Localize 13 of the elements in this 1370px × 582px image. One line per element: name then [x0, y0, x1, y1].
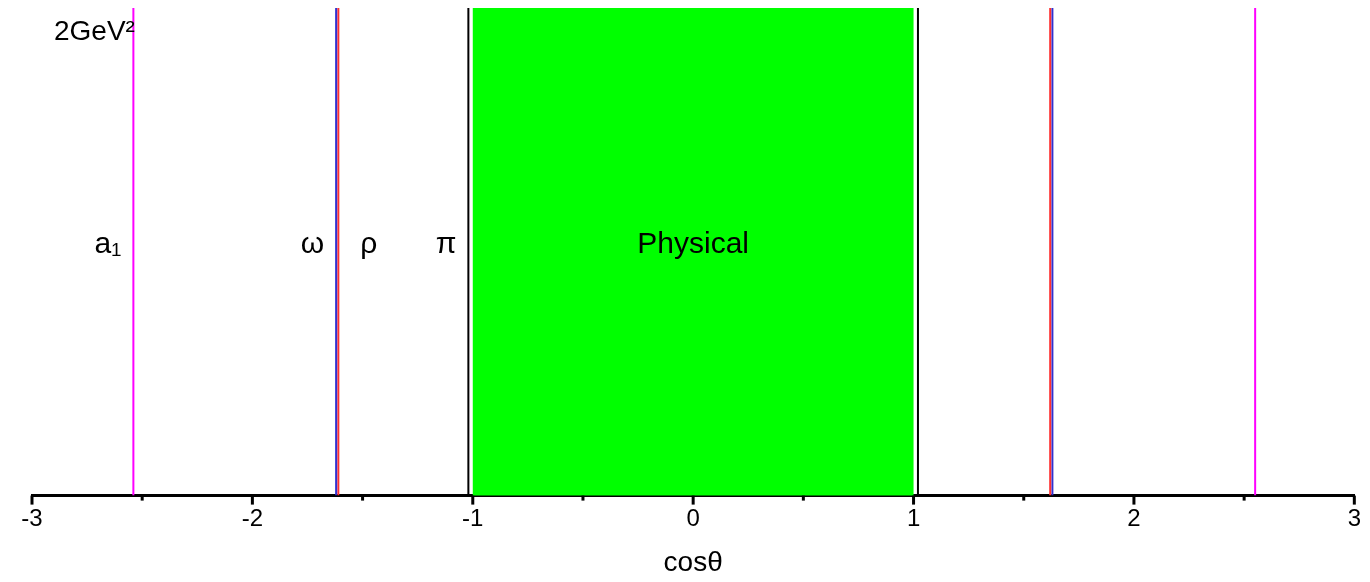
- x-axis-title: cosθ: [663, 545, 723, 577]
- band-label: Physical: [637, 225, 750, 259]
- series-label: ρ: [360, 225, 378, 259]
- ref-line-label: π: [435, 225, 457, 259]
- x-tick-label: 2: [1127, 503, 1141, 531]
- x-tick-label: -3: [21, 503, 43, 531]
- x-tick-label: 3: [1347, 503, 1362, 531]
- x-tick-label: 0: [686, 503, 700, 531]
- x-tick-label: -2: [241, 503, 264, 531]
- series-label: ω: [300, 225, 325, 259]
- x-tick-label: -1: [462, 503, 484, 531]
- x-tick-label: 1: [906, 503, 921, 531]
- series-label: a₁: [94, 225, 122, 259]
